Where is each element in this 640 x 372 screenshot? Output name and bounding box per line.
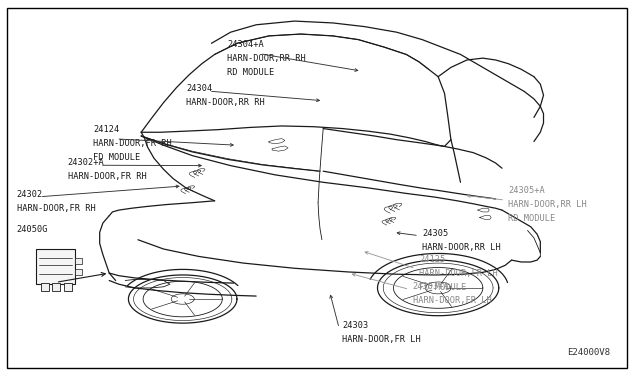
Text: 24305+A: 24305+A	[508, 186, 545, 195]
Text: E24000V8: E24000V8	[568, 348, 611, 357]
Text: 24302+A: 24302+A	[68, 158, 104, 167]
Text: HARN-DOOR,FR LH: HARN-DOOR,FR LH	[342, 335, 421, 344]
Text: 24303+A: 24303+A	[413, 282, 449, 291]
Bar	[76, 258, 82, 264]
Text: FD MODULE: FD MODULE	[93, 153, 141, 162]
Text: 24305: 24305	[422, 229, 449, 238]
Text: HARN-DOOR,RR LH: HARN-DOOR,RR LH	[422, 243, 501, 252]
Bar	[52, 283, 60, 291]
Text: HARN-DOOR,FR LH: HARN-DOOR,FR LH	[419, 269, 498, 278]
Text: RD MODULE: RD MODULE	[508, 214, 556, 223]
Text: HARN-DOOR,RR RH: HARN-DOOR,RR RH	[227, 54, 306, 63]
Text: FD MODULE: FD MODULE	[419, 283, 466, 292]
Text: HARN-DOOR,FR RH: HARN-DOOR,FR RH	[68, 172, 147, 181]
Bar	[76, 269, 82, 275]
Text: 24304: 24304	[186, 84, 212, 93]
Text: HARN-DOOR,RR RH: HARN-DOOR,RR RH	[186, 98, 265, 107]
Text: 24304+A: 24304+A	[227, 39, 264, 49]
Text: HARN-DOOR,FR LH: HARN-DOOR,FR LH	[413, 296, 492, 305]
Text: HARN-DOOR,FR RH: HARN-DOOR,FR RH	[17, 204, 95, 213]
Text: RD MODULE: RD MODULE	[227, 68, 275, 77]
Bar	[64, 283, 72, 291]
Text: HARN-DOOR,RR LH: HARN-DOOR,RR LH	[508, 200, 587, 209]
Text: HARN-DOOR,FR RH: HARN-DOOR,FR RH	[93, 139, 172, 148]
Text: 24125: 24125	[419, 254, 445, 264]
Text: 24050G: 24050G	[17, 225, 48, 234]
Bar	[36, 249, 76, 284]
Text: 24302: 24302	[17, 190, 43, 199]
Bar	[41, 283, 49, 291]
Text: 24124: 24124	[93, 125, 120, 134]
Text: 24303: 24303	[342, 321, 369, 330]
